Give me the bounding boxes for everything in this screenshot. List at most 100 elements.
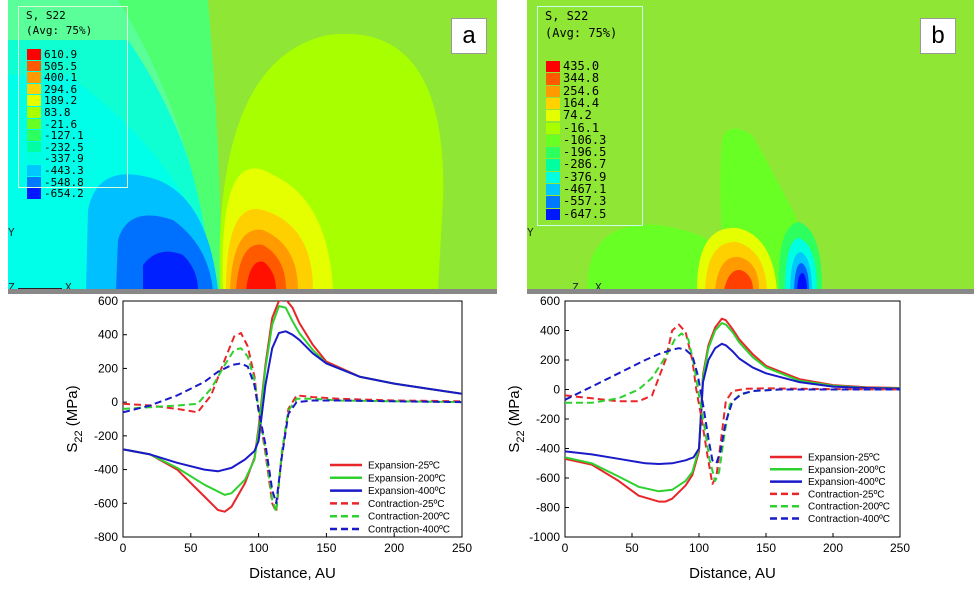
legend-label: Contraction-400ºC <box>808 514 890 525</box>
legend-value: 400.1 <box>44 71 78 85</box>
x-tick-label: 50 <box>184 541 198 555</box>
y-tick-label: -400 <box>536 442 560 456</box>
axis-x-line <box>18 288 62 289</box>
y-tick-label: 200 <box>540 353 560 367</box>
contour-band <box>797 272 807 290</box>
legend-swatch <box>27 95 41 106</box>
legend-value: -196.5 <box>563 145 607 160</box>
y-tick-label: 600 <box>540 294 560 308</box>
legend-value: -127.1 <box>44 129 84 143</box>
legend-label: Expansion-200ºC <box>808 465 886 476</box>
axis-y-label: Y <box>527 226 534 239</box>
legend-swatch <box>27 107 41 118</box>
legend-value: -647.5 <box>563 206 607 221</box>
y-tick-label: 0 <box>553 383 560 397</box>
axis-y-label: Y <box>8 226 15 239</box>
series-line <box>565 323 900 485</box>
legend-value: -337.9 <box>44 152 84 166</box>
base-bar <box>527 289 974 294</box>
y-tick-label: 400 <box>98 328 118 342</box>
series-line <box>565 322 900 493</box>
legend-swatch <box>546 85 560 97</box>
legend-swatch <box>546 208 560 220</box>
x-axis-label: Distance, AU <box>689 565 776 582</box>
legend-value: -232.5 <box>44 140 84 154</box>
contour-panel-b: S, S22 (Avg: 75%) 435.0 344.8 254.6 164.4 74… <box>527 0 974 294</box>
y-tick-label: -1000 <box>529 530 560 544</box>
legend-value: 344.8 <box>563 71 600 86</box>
axis-x-label: X <box>595 281 602 294</box>
legend-value: 83.8 <box>44 106 71 119</box>
legend-value: -16.1 <box>563 120 600 135</box>
legend-label: Contraction-400ºC <box>368 525 450 536</box>
legend-label: Expansion-25ºC <box>808 453 880 464</box>
x-tick-label: 100 <box>689 541 709 555</box>
legend-value: 254.6 <box>563 83 600 98</box>
legend-swatch <box>546 134 560 147</box>
y-axis-label-main: S <box>506 443 523 453</box>
y-axis-label-sub: 22 <box>73 430 85 442</box>
contour-panel-a: S, S22 (Avg: 75%) 610.9 505.5 400.1 294.6 18… <box>8 0 497 294</box>
x-tick-label: 100 <box>249 541 269 555</box>
contour-band <box>48 0 221 290</box>
y-tick-label: -800 <box>94 530 118 544</box>
legend-swatch <box>27 141 41 153</box>
x-tick-label: 0 <box>562 541 569 555</box>
legend-label: Contraction-25ºC <box>368 499 444 510</box>
legend-value: -376.9 <box>563 169 607 184</box>
axis-x-label: X <box>65 281 72 294</box>
legend-value: 74.2 <box>563 108 592 123</box>
line-chart-b: 0 50 100 150 200 250 -1000 -800 -600 -400 -200 0 200… <box>506 294 910 582</box>
legend-swatch <box>27 118 41 130</box>
x-tick-label: 250 <box>890 541 910 555</box>
y-tick-label: 0 <box>111 395 118 409</box>
legend-swatch <box>546 61 560 73</box>
series-line <box>565 347 900 465</box>
legend-value: 435.0 <box>563 59 600 73</box>
contour-plot-b <box>587 128 822 290</box>
y-tick-label: -200 <box>94 429 118 443</box>
x-tick-label: 200 <box>384 541 404 555</box>
contour-band <box>724 269 753 290</box>
legend-title: S, S22 <box>545 9 589 23</box>
plot-frame <box>122 300 463 538</box>
legend-swatch <box>546 196 560 208</box>
y-tick-label: -800 <box>536 501 560 515</box>
legend-swatch <box>546 171 560 183</box>
y-axis-label-unit: (MPa) <box>506 385 523 430</box>
legend-swatch <box>546 159 560 171</box>
legend-swatch <box>27 176 41 188</box>
series-line <box>123 332 462 513</box>
legend-subtitle: (Avg: 75%) <box>26 24 93 37</box>
x-tick-label: 50 <box>625 541 639 555</box>
legend-value: -286.7 <box>563 157 607 172</box>
series-line <box>123 330 462 473</box>
legend-value: -106.3 <box>563 132 607 147</box>
legend-label: Expansion-200ºC <box>368 473 446 484</box>
legend-swatch <box>27 153 41 164</box>
series-line <box>565 342 900 465</box>
y-axis-label: S22 (MPa) <box>64 385 85 452</box>
legend-value: -21.6 <box>44 117 78 131</box>
legend-swatch <box>27 165 41 176</box>
y-tick-label: -600 <box>94 496 118 510</box>
line-chart-a: 0 50 100 150 200 250 -800 -600 -400 -200 0 200 400 60… <box>64 294 472 582</box>
contour-band <box>143 251 198 290</box>
legend-swatch <box>546 184 560 196</box>
panel-label-a: a <box>451 18 487 54</box>
y-axis-label-sub: 22 <box>515 430 527 442</box>
legend-swatch <box>546 97 560 110</box>
y-tick-label: -200 <box>536 412 560 426</box>
contour-band <box>246 261 276 290</box>
x-tick-label: 200 <box>823 541 843 555</box>
x-axis-label: Distance, AU <box>249 565 336 582</box>
legend-swatch <box>27 188 41 199</box>
legend-label: Expansion-400ºC <box>368 486 446 497</box>
legend-swatch <box>546 110 560 122</box>
legend-swatch <box>27 49 41 60</box>
legend-value: -467.1 <box>563 182 607 196</box>
contour-plot-a <box>8 0 444 290</box>
legend-swatch <box>27 60 41 72</box>
y-tick-label: -400 <box>94 463 118 477</box>
y-tick-label: 600 <box>98 294 118 308</box>
